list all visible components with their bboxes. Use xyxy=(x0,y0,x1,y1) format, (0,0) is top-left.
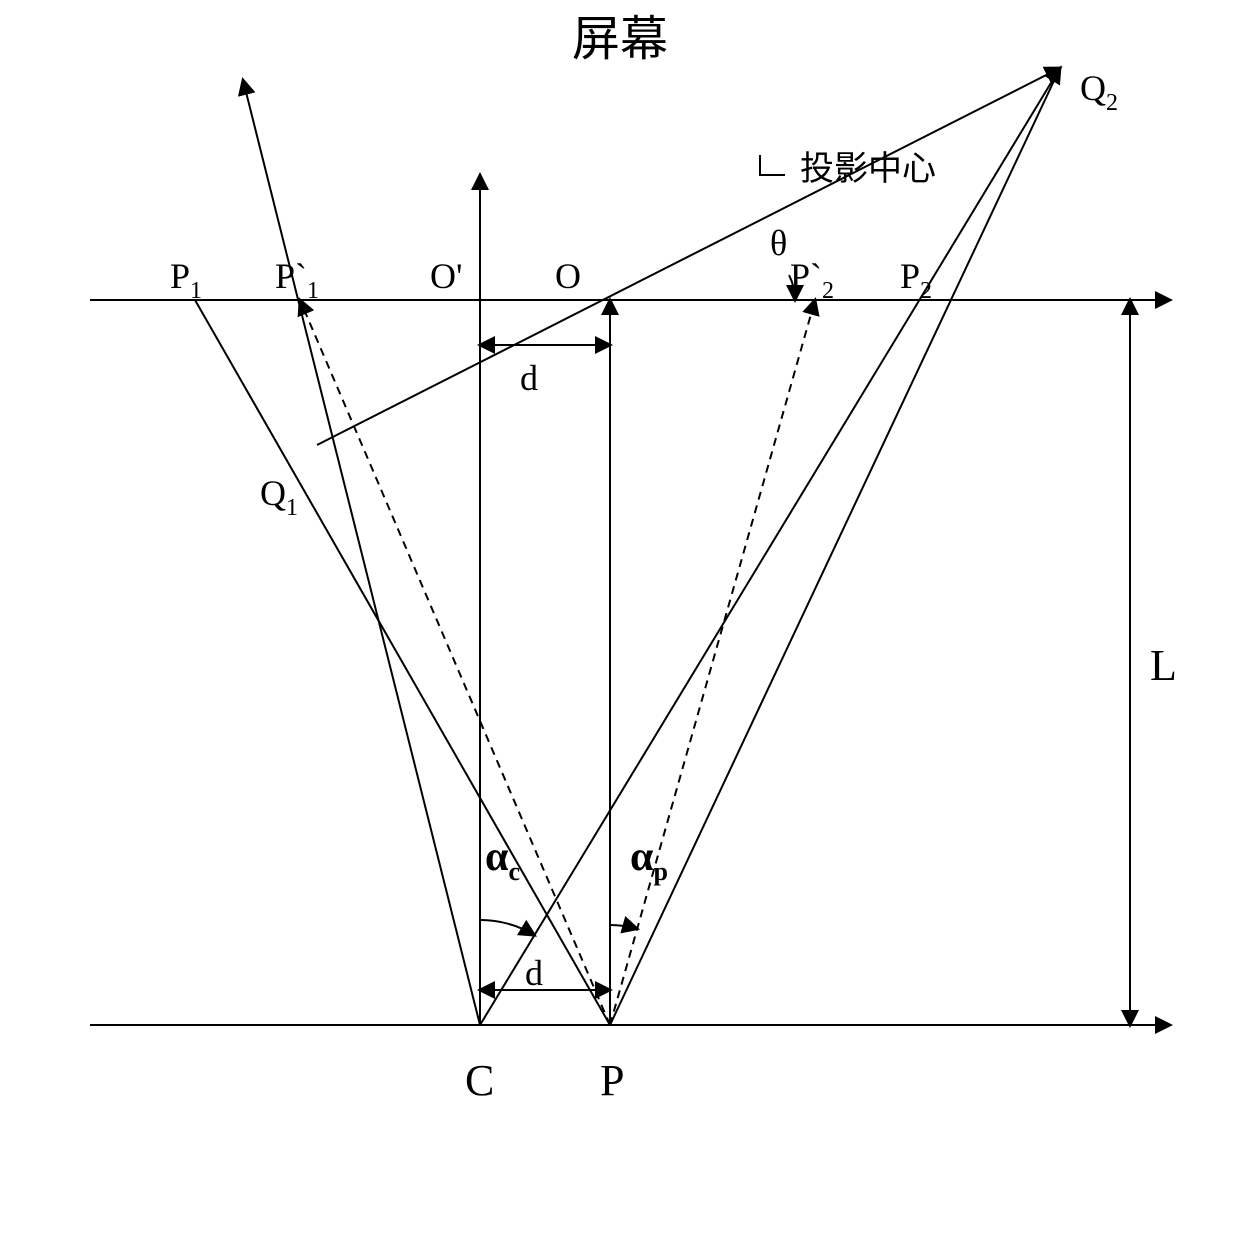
alpha-p-label: αp xyxy=(630,834,668,886)
l-label: L xyxy=(1150,641,1177,690)
o-label: O xyxy=(555,256,581,296)
proj-center-label: 投影中心 xyxy=(800,150,936,188)
d-top-label: d xyxy=(520,358,538,398)
oprime-label: O' xyxy=(430,256,462,296)
p-label: P xyxy=(600,1056,624,1105)
q2-label: Q2 xyxy=(1080,68,1118,116)
p1-label: P1 xyxy=(170,256,202,304)
d-bottom-label: d xyxy=(525,953,543,993)
alpha-c-label: αc xyxy=(485,834,520,886)
p2prime-label: P`2 xyxy=(790,256,834,304)
theta-label: θ xyxy=(770,223,787,263)
title-label: 屏幕 xyxy=(572,13,668,66)
c-label: C xyxy=(465,1056,494,1105)
p2-label: P2 xyxy=(900,256,932,304)
q1-label: Q1 xyxy=(260,473,298,521)
projection-geometry-diagram: 屏幕投影中心θP1P`1O'OP`2P2Q1Q2ddLαcαpCP xyxy=(0,0,1240,1246)
